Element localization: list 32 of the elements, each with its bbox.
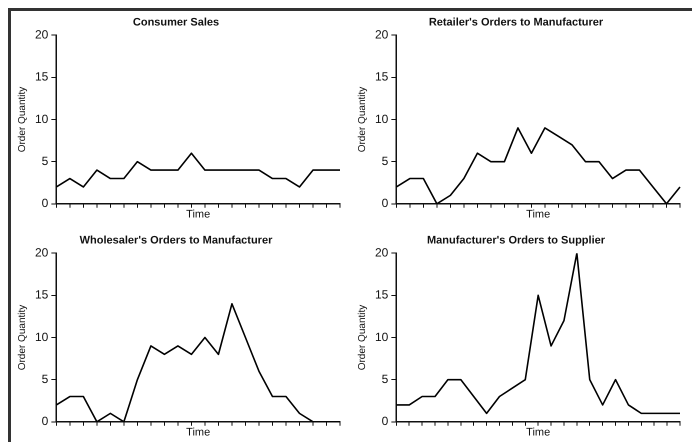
y-tick-label: 0: [382, 414, 389, 428]
y-tick-label: 5: [382, 154, 389, 168]
y-tick-label: 20: [374, 28, 389, 42]
x-axis-title: Time: [186, 208, 210, 220]
y-tick-label: 0: [42, 414, 49, 428]
y-tick-label: 15: [374, 288, 389, 302]
y-tick-label: 20: [34, 28, 49, 42]
y-axis-title: Order Quantity: [356, 86, 368, 152]
chart-title: Manufacturer's Orders to Supplier: [426, 234, 606, 247]
y-tick-label: 10: [374, 112, 389, 126]
x-axis-title: Time: [526, 208, 550, 220]
y-axis-title: Order Quantity: [16, 86, 28, 152]
y-tick-label: 15: [374, 70, 389, 84]
y-tick-label: 5: [382, 372, 389, 386]
y-tick-label: 5: [42, 372, 49, 386]
y-tick-label: 10: [34, 330, 49, 344]
y-tick-label: 20: [374, 246, 389, 260]
y-tick-label: 0: [42, 196, 49, 210]
chart-title: Wholesaler's Orders to Manufacturer: [80, 234, 274, 247]
y-tick-label: 15: [34, 70, 49, 84]
chart-title: Retailer's Orders to Manufacturer: [428, 16, 604, 29]
y-tick-label: 20: [34, 246, 49, 260]
y-axis-title: Order Quantity: [356, 304, 368, 370]
y-axis-title: Order Quantity: [16, 304, 28, 370]
y-tick-label: 10: [34, 112, 49, 126]
chart-title: Consumer Sales: [132, 16, 220, 29]
y-tick-label: 5: [42, 154, 49, 168]
x-axis-title: Time: [186, 426, 210, 438]
y-tick-label: 10: [374, 330, 389, 344]
y-tick-label: 0: [382, 196, 389, 210]
y-tick-label: 15: [34, 288, 49, 302]
x-axis-title: Time: [526, 426, 550, 438]
